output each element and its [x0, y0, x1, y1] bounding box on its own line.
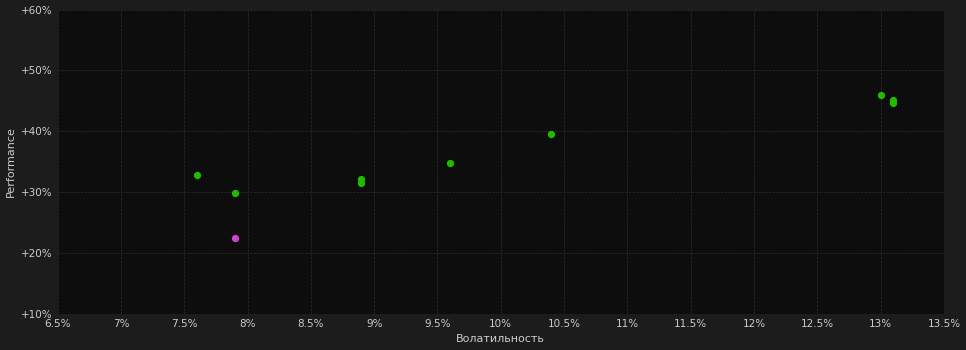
- Point: [354, 176, 369, 182]
- Point: [227, 191, 242, 196]
- Y-axis label: Performance: Performance: [6, 126, 15, 197]
- Point: [442, 160, 458, 166]
- X-axis label: Волатильность: Волатильность: [456, 335, 545, 344]
- Point: [886, 100, 901, 105]
- Point: [544, 132, 559, 137]
- Point: [873, 92, 889, 98]
- Point: [189, 173, 205, 178]
- Point: [354, 180, 369, 186]
- Point: [886, 97, 901, 103]
- Point: [227, 235, 242, 241]
